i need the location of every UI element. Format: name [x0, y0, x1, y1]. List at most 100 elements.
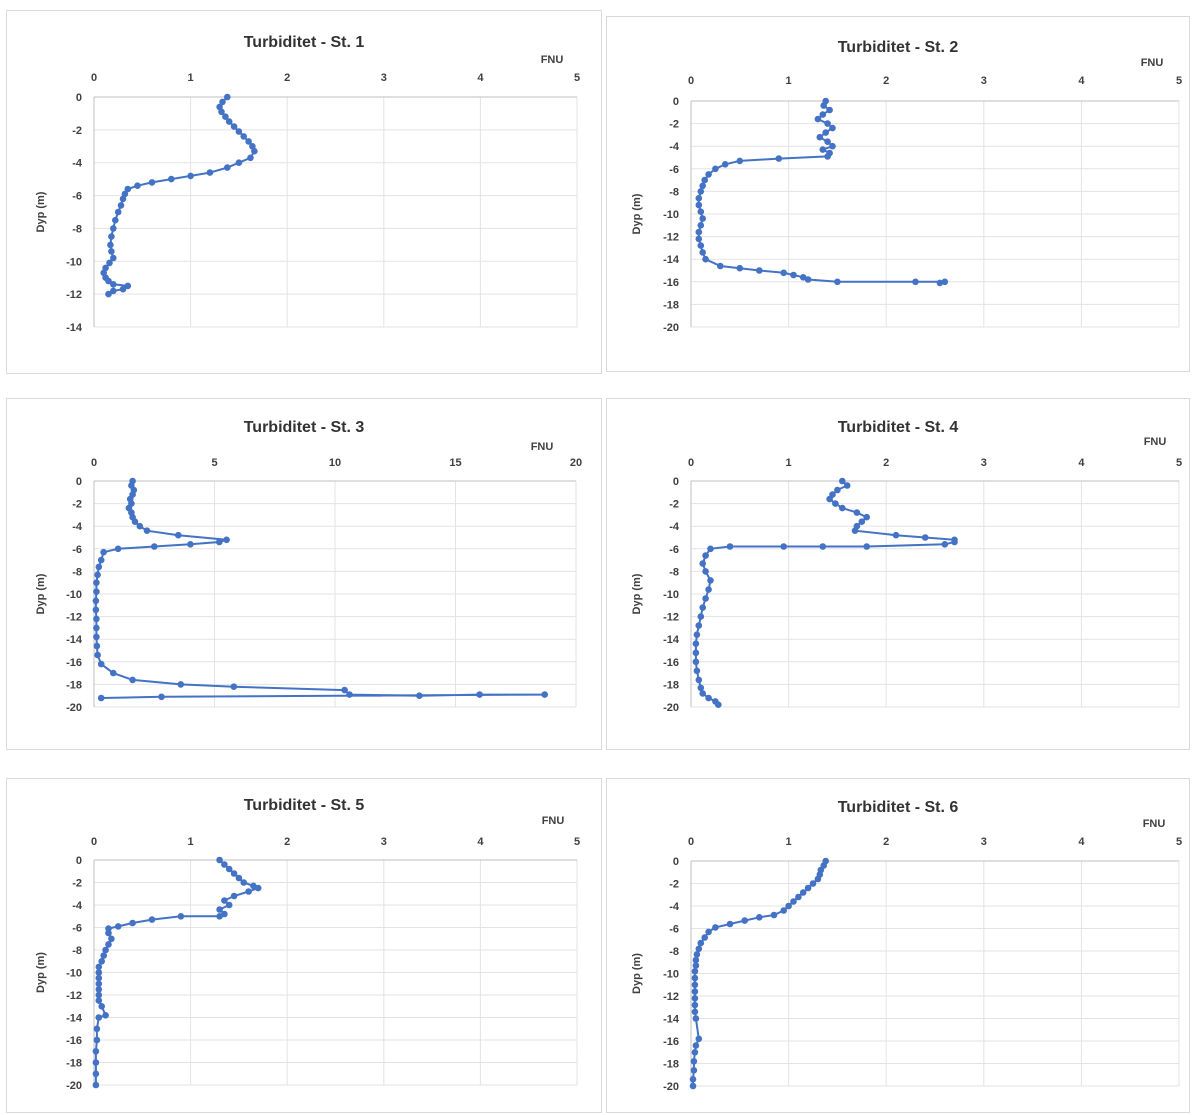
y-tick-label: -8: [669, 186, 679, 198]
data-point: [168, 175, 175, 183]
data-point: [693, 631, 701, 638]
data-point: [240, 133, 247, 140]
data-point: [822, 129, 829, 136]
chart-panel-st1: Turbiditet - St. 1 FNU 0 1 2 3 4 5 0 -2 -4 -6 -8 -10 -…: [6, 10, 602, 374]
data-point: [97, 556, 105, 564]
y-tick-label: 0: [76, 92, 82, 104]
data-point: [107, 241, 114, 249]
y-tick-label: -2: [669, 499, 679, 511]
data-point: [691, 995, 699, 1002]
data-point: [187, 172, 194, 180]
data-point: [222, 113, 229, 120]
data-point: [98, 958, 105, 965]
data-point: [691, 1008, 699, 1016]
data-point: [695, 676, 703, 684]
data-point: [941, 541, 949, 548]
data-point: [693, 667, 701, 675]
data-point: [712, 165, 719, 173]
data-point: [695, 622, 703, 629]
y-tick-label: -12: [663, 612, 679, 624]
data-point: [697, 208, 705, 215]
data-point: [95, 963, 103, 971]
data-point: [105, 929, 112, 937]
data-point: [726, 543, 734, 550]
data-point: [892, 531, 900, 539]
y-tick-label: -10: [663, 209, 679, 221]
data-point: [712, 924, 719, 931]
turbidity-chart-st4: Turbiditet - St. 4 FNU 0 1 2 3 4 5 0 -2 -4 -6 -8 -10 -…: [631, 419, 1182, 714]
y-tick-label: -8: [72, 945, 82, 957]
x-axis-unit-label: FNU: [531, 441, 554, 453]
data-point: [129, 919, 136, 927]
data-point: [247, 154, 254, 162]
y-tick-label: -4: [72, 521, 83, 533]
x-tick-label: 4: [1078, 75, 1085, 87]
chart-panel-st4: Turbiditet - St. 4 FNU 0 1 2 3 4 5 0 -2 -4 -6 -8 -10 -…: [606, 398, 1190, 750]
data-point: [341, 686, 348, 694]
data-point: [216, 906, 223, 913]
turbidity-chart-st2: Turbiditet - St. 2 FNU 0 1 2 3 4 5 0 -2 -4 -6 -8 -10 -…: [631, 39, 1182, 334]
data-point: [741, 917, 748, 924]
data-point: [951, 538, 958, 546]
data-point: [736, 264, 744, 272]
y-tick-label: -20: [663, 1081, 679, 1093]
data-point: [95, 563, 103, 571]
data-point: [254, 884, 262, 892]
y-tick-label: 0: [76, 855, 82, 867]
x-tick-label: 4: [1078, 836, 1085, 848]
y-tick-label: -2: [72, 125, 82, 137]
x-tick-label: 0: [688, 75, 694, 87]
y-tick-label: -12: [66, 612, 82, 624]
data-point: [692, 1042, 700, 1049]
data-point: [756, 267, 763, 274]
data-point: [699, 182, 706, 190]
data-point: [100, 548, 107, 556]
data-point: [814, 115, 822, 123]
data-point: [108, 248, 115, 255]
x-tick-label: 1: [188, 836, 194, 848]
y-tick-label: -16: [663, 657, 679, 669]
data-point: [702, 552, 709, 559]
data-point: [92, 1048, 100, 1055]
data-point: [95, 1014, 103, 1021]
data-point: [221, 897, 228, 904]
data-point: [701, 934, 708, 941]
data-point: [240, 879, 247, 886]
data-point: [790, 271, 797, 279]
data-point: [921, 534, 929, 541]
y-tick-label: -10: [66, 589, 82, 601]
data-point: [692, 1015, 700, 1022]
data-point: [693, 951, 701, 958]
data-point: [829, 142, 836, 150]
data-point: [697, 684, 705, 692]
data-point: [93, 579, 100, 586]
y-tick-label: -14: [66, 1013, 83, 1025]
x-tick-label: 0: [688, 457, 694, 469]
data-point: [158, 693, 165, 701]
data-point: [230, 123, 238, 130]
y-tick-label: -20: [66, 702, 82, 714]
data-point: [219, 98, 226, 106]
x-tick-label: 5: [574, 72, 580, 84]
x-tick-label: 1: [188, 72, 194, 84]
y-tick-label: 0: [673, 476, 679, 488]
data-point: [124, 185, 132, 193]
x-tick-label: 1: [786, 75, 792, 87]
y-tick-label: -20: [66, 1080, 82, 1092]
data-point: [110, 254, 117, 262]
data-point: [245, 138, 252, 145]
data-point: [826, 106, 833, 114]
data-point: [843, 482, 851, 489]
data-point: [695, 235, 703, 243]
y-tick-label: -8: [72, 223, 82, 235]
data-point: [230, 683, 238, 690]
y-tick-label: -16: [66, 657, 82, 669]
data-point: [95, 997, 103, 1004]
data-point: [175, 531, 182, 539]
data-point: [218, 108, 225, 116]
data-point: [235, 874, 243, 882]
data-point: [94, 571, 101, 579]
data-point: [134, 182, 141, 189]
data-point: [692, 658, 700, 666]
data-point: [707, 545, 714, 553]
